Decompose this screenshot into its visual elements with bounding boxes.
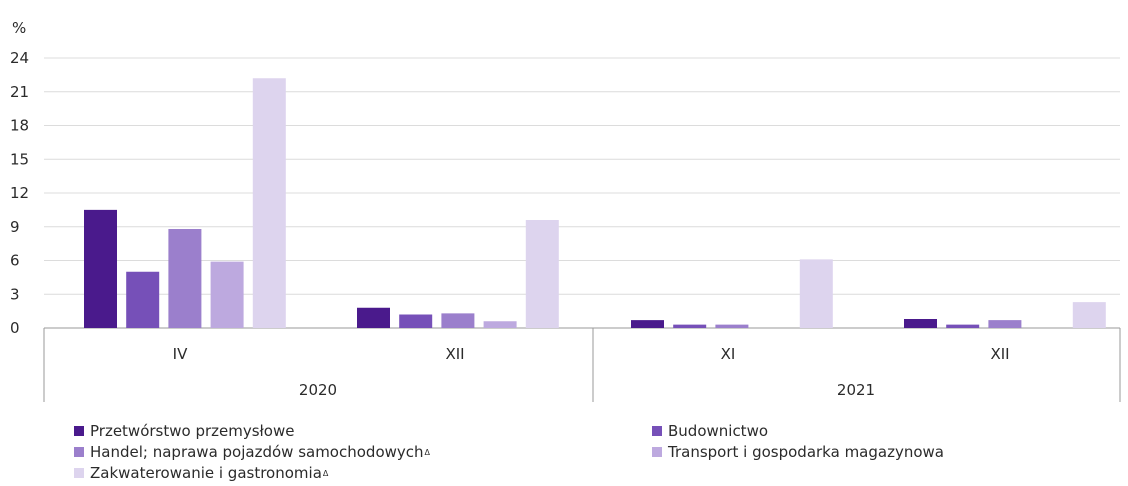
bar [988,320,1022,328]
bar [673,324,707,328]
bar [631,320,664,328]
legend-item-budownictwo: Budownictwo [652,422,768,440]
legend-swatch [652,447,662,457]
legend-label: Budownictwo [668,422,769,440]
legend-item-transport: Transport i gospodarka magazynowa [652,443,944,461]
bar [483,321,517,328]
bars [84,78,1106,328]
legend-swatch [74,447,84,457]
legend-item-handel: Handel; naprawa pojazdów samochodowych Δ [74,443,430,461]
bar [1072,302,1106,328]
y-tick-label: 12 [10,184,29,202]
bar [715,324,749,328]
gridlines [44,57,1120,329]
legend-label: Handel; naprawa pojazdów samochodowych [90,443,424,461]
legend-label: Przetwórstwo przemysłowe [90,422,295,440]
y-tick-label: 18 [10,117,29,135]
x-group-label: 2020 [299,381,337,399]
bar-chart: % 0 3 6 9 12 15 18 21 24 IV XII XI XII 2020 2021 [10,19,1121,402]
y-tick-label: 24 [10,49,29,67]
x-tick-label: XI [721,345,736,363]
y-tick-label: 3 [10,285,20,303]
y-tick-label: 15 [10,150,29,168]
x-tick-label: XII [990,345,1009,363]
legend-item-zakwaterowanie: Zakwaterowanie i gastronomia Δ [74,464,328,482]
y-tick-label: 9 [10,218,20,236]
legend-swatch [652,426,662,436]
y-tick-label: 0 [10,319,20,337]
legend: Przetwórstwo przemysłowe Budownictwo Han… [74,422,1114,486]
bar [904,319,937,328]
legend-label: Zakwaterowanie i gastronomia [90,464,322,482]
bar [357,307,390,328]
x-axis: IV XII XI XII 2020 2021 [43,328,1121,402]
bar [126,271,160,328]
bar [946,324,980,328]
bar [441,313,475,328]
footnote-mark: Δ [322,468,329,478]
bar [210,261,244,328]
y-axis-unit-label: % [12,19,26,37]
bar [168,229,202,328]
y-tick-label: 6 [10,252,20,270]
bar [399,314,433,328]
y-tick-label: 21 [10,83,29,101]
bar [84,209,117,328]
legend-swatch [74,426,84,436]
bar [252,78,286,328]
legend-label: Transport i gospodarka magazynowa [668,443,944,461]
y-axis-ticks: 0 3 6 9 12 15 18 21 24 [10,49,29,337]
x-tick-label: XII [445,345,464,363]
legend-swatch [74,468,84,478]
bar [799,259,833,328]
legend-item-przetworstwo: Przetwórstwo przemysłowe [74,422,295,440]
footnote-mark: Δ [424,447,430,457]
bar [525,220,559,328]
x-tick-label: IV [173,345,188,363]
x-group-label: 2021 [837,381,875,399]
